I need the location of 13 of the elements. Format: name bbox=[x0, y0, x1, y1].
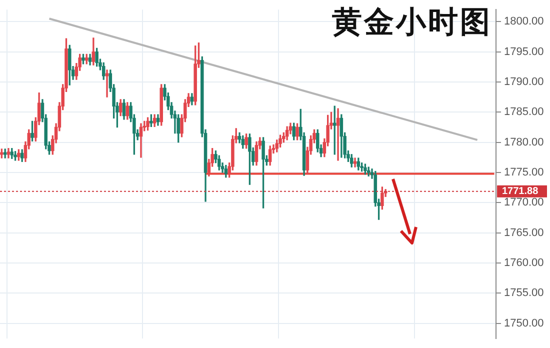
y-tick-label: 1750.00 bbox=[504, 317, 544, 330]
y-tick-label: 1770.00 bbox=[504, 196, 544, 209]
chart-title: 黄金小时图 bbox=[332, 5, 492, 41]
y-tick-label: 1760.00 bbox=[504, 257, 544, 270]
y-tick-label: 1755.00 bbox=[504, 287, 544, 300]
y-tick-label: 1790.00 bbox=[504, 76, 544, 88]
ref-line-label: 1771.88 bbox=[502, 186, 539, 198]
y-tick-label: 1795.00 bbox=[504, 46, 544, 58]
y-tick-label: 1785.00 bbox=[504, 106, 544, 118]
y-tick-label: 1780.00 bbox=[504, 136, 544, 148]
y-tick-label: 1765.00 bbox=[504, 226, 544, 239]
y-tick-label: 1800.00 bbox=[504, 16, 544, 28]
y-tick-label: 1775.00 bbox=[504, 166, 544, 179]
